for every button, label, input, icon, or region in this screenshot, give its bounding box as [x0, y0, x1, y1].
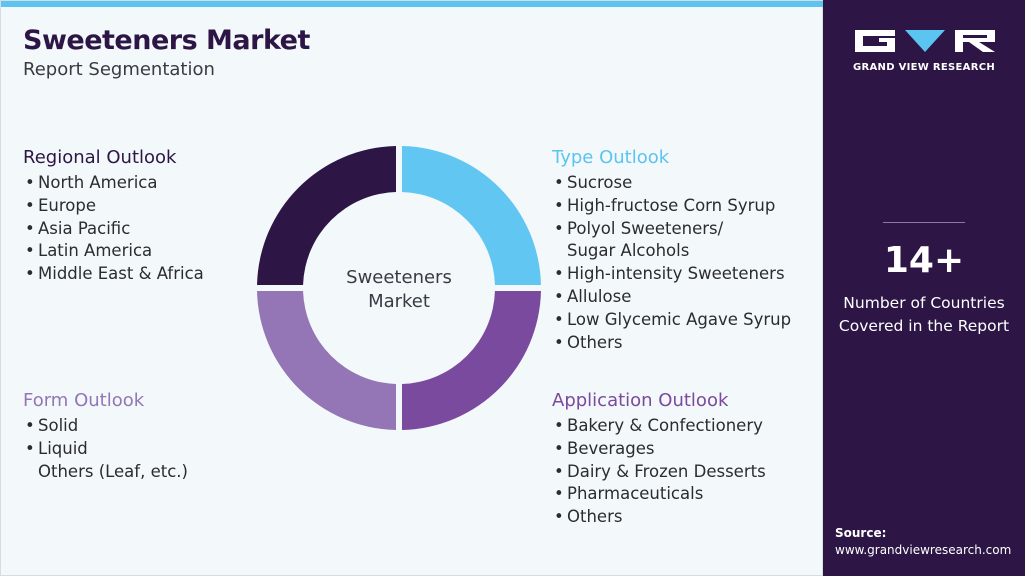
- list-item: Beverages: [552, 438, 766, 461]
- type-outlook-section: Type Outlook Sucrose High-fructose Corn …: [552, 147, 791, 355]
- donut-center-label: Sweeteners Market: [319, 266, 479, 314]
- form-outlook-section: Form Outlook Solid Liquid Others (Leaf, …: [23, 391, 188, 483]
- list-item: Latin America: [23, 240, 204, 263]
- sidebar-divider: [883, 222, 965, 223]
- regional-outlook-list: North America Europe Asia Pacific Latin …: [23, 172, 204, 286]
- application-outlook-section: Application Outlook Bakery & Confectione…: [552, 391, 766, 529]
- regional-outlook-title: Regional Outlook: [23, 147, 177, 168]
- list-item: Allulose: [552, 286, 791, 309]
- application-outlook-list: Bakery & Confectionery Beverages Dairy &…: [552, 415, 766, 529]
- donut-segment-top-right: [401, 146, 541, 286]
- regional-outlook-section: Regional Outlook North America Europe As…: [23, 148, 204, 286]
- list-item: Asia Pacific: [23, 218, 204, 241]
- top-accent-bar: [1, 1, 824, 7]
- donut-segment-top-left: [257, 146, 397, 286]
- list-item: Solid: [23, 415, 188, 438]
- list-item: Europe: [23, 195, 204, 218]
- list-item: North America: [23, 172, 204, 195]
- grand-view-research-logo: [855, 30, 995, 52]
- page-title: Sweeteners Market: [23, 25, 310, 56]
- list-item: Dairy & Frozen Desserts: [552, 461, 766, 484]
- list-item: Others (Leaf, etc.): [38, 461, 188, 481]
- type-outlook-title: Type Outlook: [552, 147, 670, 168]
- list-item: Bakery & Confectionery: [552, 415, 766, 438]
- list-item: Pharmaceuticals: [552, 483, 766, 506]
- list-item: Others: [552, 332, 791, 355]
- page-subtitle: Report Segmentation: [23, 59, 215, 80]
- countries-stat-value: 14+: [883, 240, 965, 281]
- list-item: Others: [552, 506, 766, 529]
- donut-center-line2: Market: [368, 291, 430, 312]
- list-item: Sugar Alcohols: [567, 241, 690, 261]
- donut-center-line1: Sweeteners: [346, 267, 452, 288]
- application-outlook-title: Application Outlook: [552, 390, 729, 411]
- form-outlook-title: Form Outlook: [23, 390, 145, 411]
- list-item: Middle East & Africa: [23, 263, 204, 286]
- segmentation-donut: [257, 146, 541, 430]
- source-label: Source:: [835, 526, 887, 540]
- source-url[interactable]: www.grandviewresearch.com: [835, 543, 1012, 557]
- stat-desc-line2: Covered in the Report: [838, 316, 1010, 335]
- list-item: Low Glycemic Agave Syrup: [552, 309, 791, 332]
- stat-desc-line1: Number of Countries: [843, 294, 1005, 312]
- form-outlook-list: Solid Liquid Others (Leaf, etc.): [23, 415, 188, 483]
- list-item: Polyol Sweeteners/: [552, 218, 791, 241]
- donut-segment-bottom-right: [401, 290, 541, 430]
- main-panel: Sweeteners Market Report Segmentation Re…: [0, 0, 823, 576]
- countries-stat-description: Number of Countries Covered in the Repor…: [823, 292, 1025, 337]
- brand-name: GRAND VIEW RESEARCH: [852, 62, 995, 73]
- list-item: High-fructose Corn Syrup: [552, 195, 791, 218]
- donut-segment-bottom-left: [257, 290, 397, 430]
- list-item: Liquid: [23, 438, 188, 461]
- list-item: High-intensity Sweeteners: [552, 263, 791, 286]
- list-item: Sucrose: [552, 172, 791, 195]
- sidebar-panel: GRAND VIEW RESEARCH 14+ Number of Countr…: [823, 0, 1025, 576]
- type-outlook-list: Sucrose High-fructose Corn Syrup Polyol …: [552, 172, 791, 354]
